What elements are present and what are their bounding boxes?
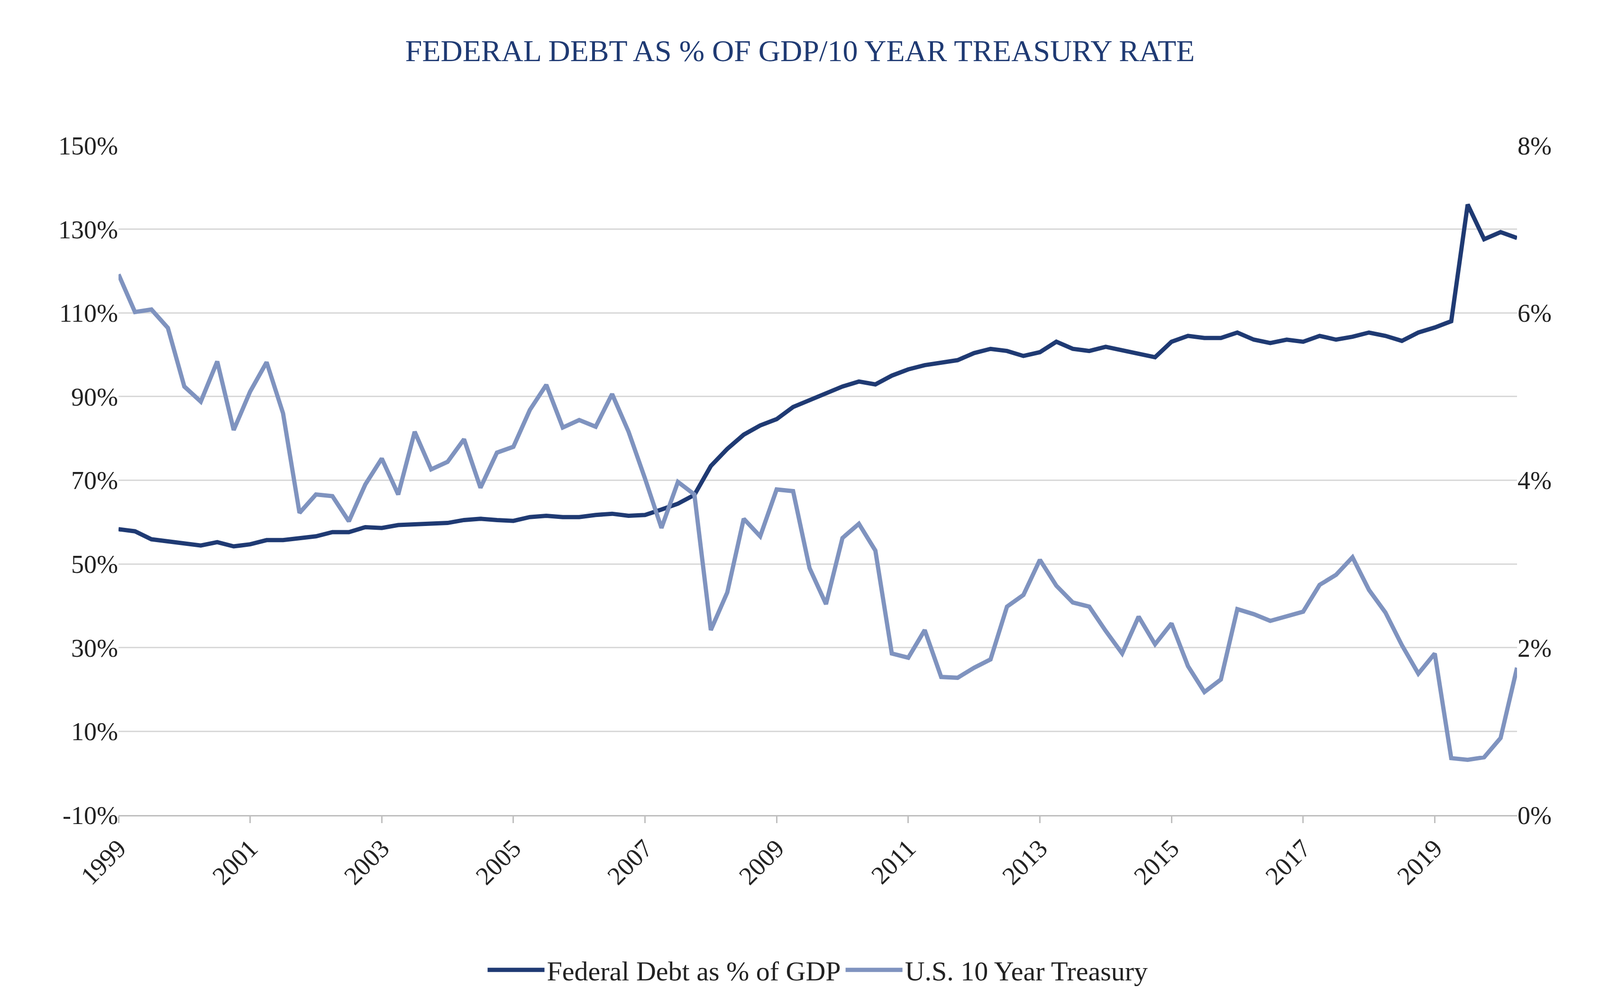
svg-text:2005: 2005	[470, 834, 527, 891]
svg-text:2017: 2017	[1260, 834, 1317, 891]
svg-text:U.S. 10 Year Treasury: U.S. 10 Year Treasury	[905, 956, 1148, 988]
svg-text:2013: 2013	[996, 834, 1053, 891]
svg-text:150%: 150%	[58, 131, 119, 161]
svg-text:70%: 70%	[71, 466, 119, 495]
svg-text:0%: 0%	[1517, 801, 1552, 831]
svg-text:2%: 2%	[1517, 634, 1552, 663]
svg-text:2003: 2003	[338, 834, 395, 891]
svg-text:8%: 8%	[1517, 131, 1552, 161]
svg-text:-10%: -10%	[62, 801, 119, 831]
svg-text:110%: 110%	[59, 299, 119, 328]
svg-text:50%: 50%	[71, 550, 119, 579]
svg-text:30%: 30%	[71, 634, 119, 663]
svg-text:2015: 2015	[1128, 834, 1185, 891]
svg-text:FEDERAL DEBT AS % OF GDP/10 YE: FEDERAL DEBT AS % OF GDP/10 YEAR TREASUR…	[405, 34, 1195, 68]
svg-text:4%: 4%	[1517, 466, 1552, 495]
svg-text:10%: 10%	[71, 717, 119, 747]
svg-text:2007: 2007	[601, 834, 659, 891]
svg-text:1999: 1999	[75, 834, 132, 891]
svg-text:2011: 2011	[865, 834, 922, 890]
svg-text:6%: 6%	[1517, 299, 1552, 328]
svg-text:2001: 2001	[206, 834, 264, 891]
svg-text:Federal Debt as % of GDP: Federal Debt as % of GDP	[547, 956, 842, 988]
svg-text:2019: 2019	[1391, 834, 1448, 891]
svg-text:2009: 2009	[733, 834, 790, 891]
svg-text:130%: 130%	[58, 215, 119, 245]
svg-text:90%: 90%	[71, 383, 119, 412]
